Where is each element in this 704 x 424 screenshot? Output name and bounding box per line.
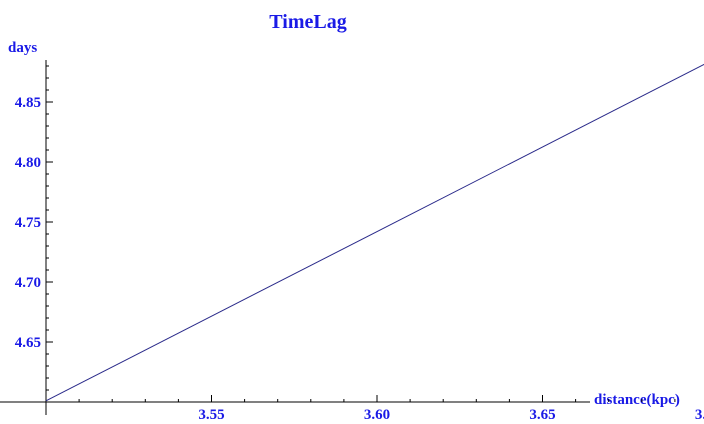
ticks	[45, 65, 676, 403]
y-tick-label: 4.70	[15, 275, 41, 291]
series	[45, 63, 704, 402]
y-axis-label: days	[8, 40, 37, 56]
x-axis-label: distance(kpc)	[594, 392, 680, 408]
y-tick-label: 4.75	[15, 215, 41, 231]
y-tick-label: 4.80	[15, 155, 41, 171]
series-line-0	[45, 63, 704, 402]
axes	[0, 60, 590, 415]
y-tick-label: 4.85	[15, 95, 41, 111]
y-tick-label: 4.65	[15, 335, 41, 351]
x-tick-label: 3.70	[695, 407, 704, 423]
chart-title: TimeLag	[269, 11, 346, 33]
tick-labels: 3.55 3.60 3.65 3.70 4.65 4.70 4.75 4.80 4.85	[15, 95, 704, 423]
x-tick-label: 3.65	[529, 407, 555, 423]
x-tick-label: 3.60	[364, 407, 390, 423]
x-tick-label: 3.55	[198, 407, 224, 423]
